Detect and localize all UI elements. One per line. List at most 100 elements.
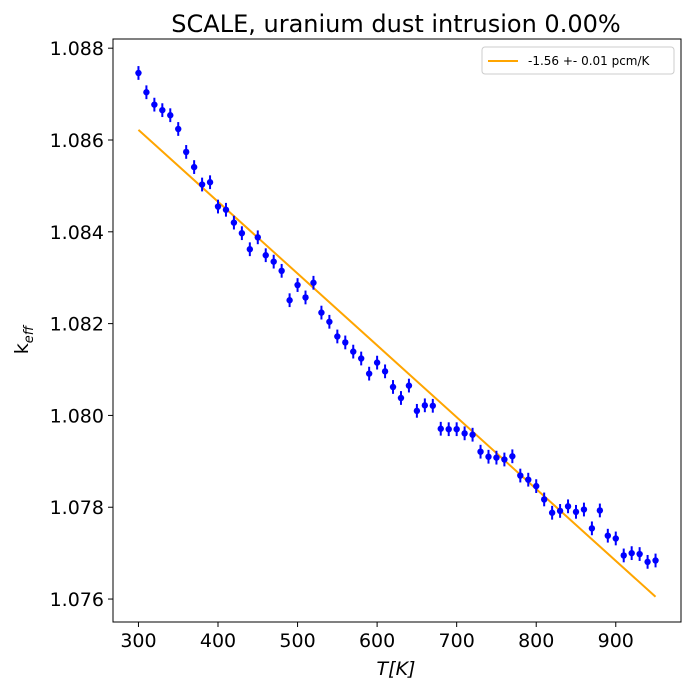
x-tick-label: 800 (518, 630, 554, 652)
y-tick-label: 1.080 (50, 405, 104, 427)
data-marker (556, 507, 564, 515)
plot-frame (112, 38, 682, 623)
data-point (373, 355, 381, 370)
data-marker (222, 206, 230, 213)
data-point (636, 547, 643, 561)
data-marker (159, 106, 166, 114)
data-point (413, 403, 421, 418)
data-marker (628, 549, 635, 557)
data-point (198, 177, 206, 192)
data-point (206, 175, 214, 190)
data-marker (501, 456, 508, 463)
data-point (517, 468, 524, 483)
data-point (509, 449, 516, 464)
data-marker (151, 101, 158, 108)
data-point (445, 422, 452, 437)
data-marker (485, 453, 492, 460)
data-marker (620, 552, 627, 559)
plot-area (135, 66, 659, 598)
data-point (278, 263, 285, 278)
data-marker (350, 348, 357, 355)
data-marker (381, 368, 389, 375)
data-marker (389, 383, 397, 391)
data-point (358, 351, 365, 366)
data-point (525, 472, 532, 487)
data-marker (572, 508, 580, 516)
data-point (485, 449, 492, 464)
x-tick-label: 300 (120, 630, 156, 652)
y-axis-label: keff (11, 324, 37, 354)
data-marker (365, 370, 373, 377)
x-tick-label: 700 (439, 630, 475, 652)
data-marker (596, 507, 604, 514)
data-marker (214, 203, 222, 210)
data-point (421, 398, 429, 413)
data-marker (469, 431, 476, 438)
data-point (175, 122, 182, 136)
data-marker (167, 112, 174, 119)
data-marker (246, 246, 254, 253)
data-marker (429, 402, 436, 409)
data-marker (143, 89, 150, 96)
data-point (533, 479, 540, 494)
data-marker (525, 476, 532, 483)
data-marker (604, 532, 612, 539)
data-marker (310, 279, 317, 286)
y-tick-label: 1.082 (50, 314, 104, 336)
data-point (461, 426, 468, 441)
legend: -1.56 +- 0.01 pcm/K (481, 46, 675, 75)
data-marker (652, 557, 659, 564)
data-point (564, 499, 572, 514)
data-marker (198, 181, 206, 188)
y-tick-label: 1.078 (50, 497, 104, 519)
data-point (644, 554, 651, 569)
data-point (548, 505, 556, 520)
data-point (405, 378, 413, 393)
data-point (190, 160, 198, 174)
data-point (326, 314, 333, 329)
data-marker (254, 234, 261, 241)
data-marker (421, 402, 429, 409)
data-point (652, 553, 659, 568)
data-point (501, 452, 508, 467)
data-point (294, 278, 301, 292)
data-marker (302, 294, 309, 301)
data-marker (334, 333, 341, 340)
x-tick-label: 900 (598, 630, 634, 652)
data-point (453, 422, 460, 437)
data-marker (270, 258, 277, 265)
data-point (628, 546, 635, 561)
data-marker (175, 125, 182, 133)
data-point (143, 85, 150, 100)
data-point (540, 492, 548, 507)
svg-text:keff: keff (11, 324, 37, 354)
data-marker (540, 496, 548, 503)
data-marker (612, 535, 619, 542)
data-point (350, 344, 357, 359)
y-tick-label: 1.076 (50, 589, 104, 611)
data-point (604, 528, 612, 543)
data-point (262, 248, 269, 263)
data-marker (644, 558, 651, 566)
data-marker (509, 453, 516, 460)
data-marker (278, 267, 285, 275)
data-marker (533, 482, 540, 490)
data-point (310, 275, 317, 290)
data-marker (135, 69, 142, 77)
data-point (151, 97, 158, 112)
chart-title: SCALE, uranium dust intrusion 0.00% (171, 10, 620, 38)
data-marker (437, 425, 444, 432)
data-point (397, 391, 405, 405)
data-point (437, 421, 444, 436)
data-marker (358, 355, 365, 362)
data-marker (182, 148, 190, 156)
data-marker (397, 394, 405, 402)
data-point (222, 202, 230, 217)
data-marker (493, 454, 500, 461)
data-marker (318, 309, 325, 316)
x-tick-label: 600 (359, 630, 395, 652)
data-point (302, 290, 309, 305)
data-marker (517, 472, 524, 479)
data-point (182, 145, 190, 159)
x-tick-label: 500 (279, 630, 315, 652)
